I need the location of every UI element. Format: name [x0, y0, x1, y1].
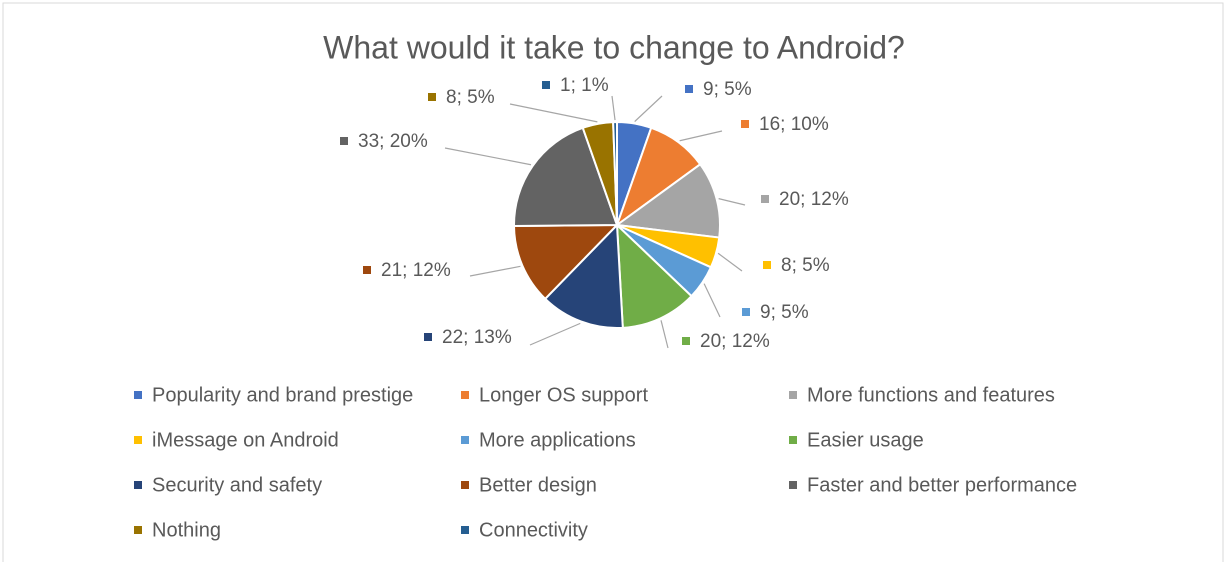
data-label: 33; 20%: [358, 131, 428, 152]
label-marker: [682, 337, 690, 345]
leader-line: [444, 147, 532, 166]
data-label: 22; 13%: [442, 327, 512, 348]
leader-line: [718, 198, 746, 206]
data-label: 21; 12%: [381, 260, 451, 281]
legend-label: Faster and better performance: [807, 474, 1077, 496]
leader-line: [703, 283, 721, 318]
label-marker: [542, 81, 550, 89]
leader-line: [529, 322, 581, 346]
legend-marker: [134, 481, 142, 489]
data-label: 1; 1%: [560, 75, 609, 96]
label-marker: [424, 333, 432, 341]
pie-slice: [614, 162, 721, 239]
data-label: 16; 10%: [759, 114, 829, 135]
data-label: 20; 12%: [779, 189, 849, 210]
data-label: 20; 12%: [700, 331, 770, 352]
label-marker: [741, 120, 749, 128]
label-marker: [428, 93, 436, 101]
legend-marker: [134, 436, 142, 444]
pie-slice: [512, 223, 620, 301]
legend-label: iMessage on Android: [152, 429, 339, 451]
legend-label: Nothing: [152, 519, 221, 541]
chart-title: What would it take to change to Android?: [323, 29, 905, 65]
data-label: 9; 5%: [703, 79, 752, 100]
legend-marker: [461, 526, 469, 534]
leader-line: [660, 320, 669, 349]
pie-slice: [543, 222, 624, 329]
legend-marker: [134, 391, 142, 399]
legend-label: More functions and features: [807, 384, 1055, 406]
label-marker: [742, 308, 750, 316]
pie-slice: [612, 120, 618, 226]
legend-label: More applications: [479, 429, 636, 451]
legend-label: Security and safety: [152, 474, 322, 496]
data-label: 8; 5%: [781, 255, 830, 276]
legend-marker: [789, 391, 797, 399]
legend-marker: [789, 481, 797, 489]
legend-label: Easier usage: [807, 429, 924, 451]
leader-line: [634, 95, 663, 122]
legend-marker: [461, 391, 469, 399]
legend-marker: [789, 436, 797, 444]
leader-line: [611, 95, 616, 121]
data-label: 8; 5%: [446, 87, 495, 108]
legend-marker: [134, 526, 142, 534]
legend-label: Popularity and brand prestige: [152, 384, 413, 406]
leader-line: [469, 265, 521, 277]
pie-slice: [615, 222, 693, 329]
leader-line: [509, 103, 598, 123]
legend-label: Longer OS support: [479, 384, 648, 406]
legend-label: Connectivity: [479, 519, 588, 541]
label-marker: [340, 137, 348, 145]
label-marker: [763, 261, 771, 269]
legend-label: Better design: [479, 474, 597, 496]
leader-line: [717, 252, 743, 272]
data-label: 9; 5%: [760, 302, 809, 323]
label-marker: [761, 195, 769, 203]
legend-marker: [461, 481, 469, 489]
label-marker: [685, 85, 693, 93]
leader-line: [679, 130, 723, 142]
label-marker: [363, 266, 371, 274]
legend-marker: [461, 436, 469, 444]
